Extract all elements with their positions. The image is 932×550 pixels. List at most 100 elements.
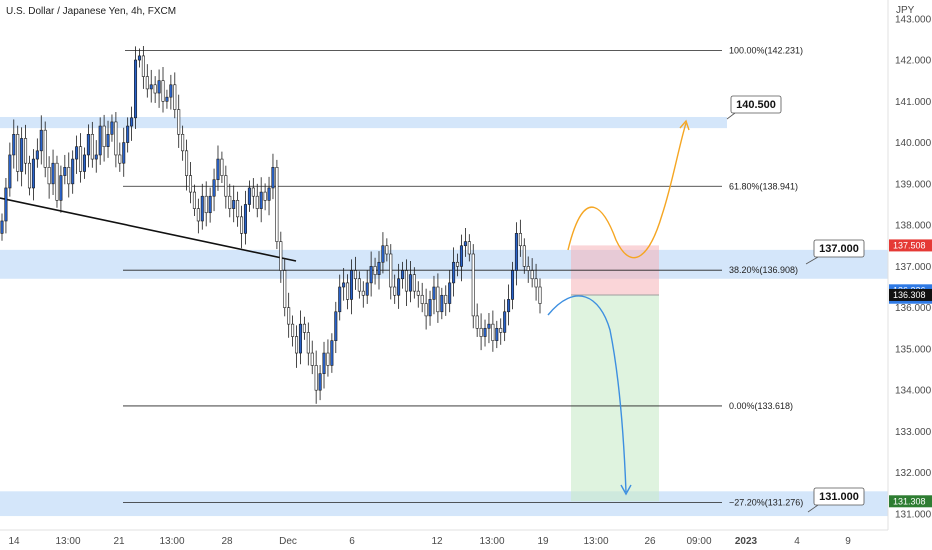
candle[interactable] — [196, 198, 200, 234]
candle[interactable] — [514, 222, 518, 286]
candle[interactable] — [169, 74, 173, 110]
candle[interactable] — [404, 259, 408, 306]
candle[interactable] — [216, 145, 220, 191]
candle[interactable] — [377, 251, 381, 290]
price-callout[interactable]: 131.000 — [807, 487, 865, 513]
candle[interactable] — [503, 299, 507, 342]
candle[interactable] — [47, 156, 51, 199]
candle[interactable] — [263, 183, 267, 211]
candle[interactable] — [381, 232, 385, 274]
candle[interactable] — [357, 271, 361, 299]
candle[interactable] — [43, 121, 47, 178]
candle[interactable] — [8, 142, 12, 197]
candle[interactable] — [247, 180, 251, 212]
candle[interactable] — [342, 268, 346, 301]
candle[interactable] — [428, 290, 432, 326]
candle[interactable] — [98, 117, 102, 165]
candle[interactable] — [110, 114, 114, 142]
candle[interactable] — [346, 274, 350, 310]
candle[interactable] — [487, 313, 491, 344]
candle[interactable] — [94, 140, 98, 173]
candle[interactable] — [483, 319, 487, 347]
candle[interactable] — [27, 155, 32, 196]
candle[interactable] — [279, 231, 283, 283]
candle[interactable] — [240, 205, 244, 249]
candle[interactable] — [518, 219, 522, 257]
candle[interactable] — [408, 261, 412, 303]
candle[interactable] — [20, 127, 24, 187]
candle[interactable] — [90, 121, 94, 168]
candle[interactable] — [145, 64, 149, 98]
candle[interactable] — [287, 292, 291, 338]
candle[interactable] — [499, 318, 503, 345]
candle[interactable] — [507, 284, 511, 326]
candle[interactable] — [522, 238, 526, 274]
candle[interactable] — [440, 287, 444, 320]
candle[interactable] — [467, 234, 471, 262]
candle[interactable] — [79, 133, 83, 183]
candle[interactable] — [102, 114, 106, 162]
candle[interactable] — [373, 257, 377, 285]
candle[interactable] — [538, 278, 542, 314]
candle[interactable] — [86, 124, 90, 168]
candle[interactable] — [479, 313, 483, 351]
candle[interactable] — [177, 94, 181, 148]
candle[interactable] — [181, 125, 185, 161]
price-callout[interactable]: 137.000 — [805, 239, 865, 265]
candle[interactable] — [401, 261, 405, 289]
candle[interactable] — [31, 149, 35, 201]
candle[interactable] — [420, 282, 424, 313]
candle[interactable] — [55, 155, 59, 208]
candle[interactable] — [232, 185, 236, 223]
candle[interactable] — [185, 139, 189, 191]
candle[interactable] — [243, 190, 247, 245]
candle[interactable] — [126, 117, 130, 153]
candle[interactable] — [220, 151, 224, 184]
candle[interactable] — [452, 247, 456, 297]
candle[interactable] — [165, 89, 169, 109]
candle[interactable] — [326, 339, 330, 377]
candle[interactable] — [349, 259, 354, 315]
candle[interactable] — [298, 310, 302, 365]
candle[interactable] — [510, 261, 515, 310]
candle[interactable] — [259, 177, 263, 223]
candle[interactable] — [188, 161, 193, 204]
candle[interactable] — [369, 251, 373, 297]
candle[interactable] — [204, 181, 208, 227]
candle[interactable] — [75, 135, 79, 174]
candle[interactable] — [412, 267, 416, 299]
candle[interactable] — [12, 119, 16, 169]
candle[interactable] — [322, 341, 326, 389]
candle[interactable] — [432, 275, 436, 315]
candle[interactable] — [491, 310, 495, 352]
candle[interactable] — [463, 227, 467, 257]
candle[interactable] — [4, 178, 8, 234]
candle[interactable] — [106, 120, 110, 158]
candle[interactable] — [200, 183, 204, 230]
candle[interactable] — [161, 67, 165, 113]
candle[interactable] — [318, 365, 322, 401]
candle[interactable] — [153, 76, 157, 103]
candle[interactable] — [59, 165, 63, 213]
candle[interactable] — [130, 106, 134, 141]
candle[interactable] — [334, 301, 338, 354]
candle[interactable] — [149, 69, 153, 103]
candle[interactable] — [118, 142, 122, 172]
candle[interactable] — [16, 125, 20, 182]
candle[interactable] — [271, 153, 275, 200]
candle[interactable] — [141, 45, 145, 89]
candle[interactable] — [291, 315, 295, 347]
candle[interactable] — [208, 187, 212, 223]
candle[interactable] — [283, 258, 287, 317]
candle[interactable] — [436, 273, 440, 323]
candle[interactable] — [51, 149, 55, 195]
candle[interactable] — [310, 340, 314, 375]
candle[interactable] — [389, 244, 393, 300]
candle[interactable] — [475, 303, 479, 337]
price-callout[interactable]: 140.500 — [726, 95, 782, 120]
candle[interactable] — [365, 270, 369, 304]
candle[interactable] — [192, 184, 196, 217]
candle[interactable] — [267, 176, 271, 216]
candle[interactable] — [338, 274, 342, 321]
